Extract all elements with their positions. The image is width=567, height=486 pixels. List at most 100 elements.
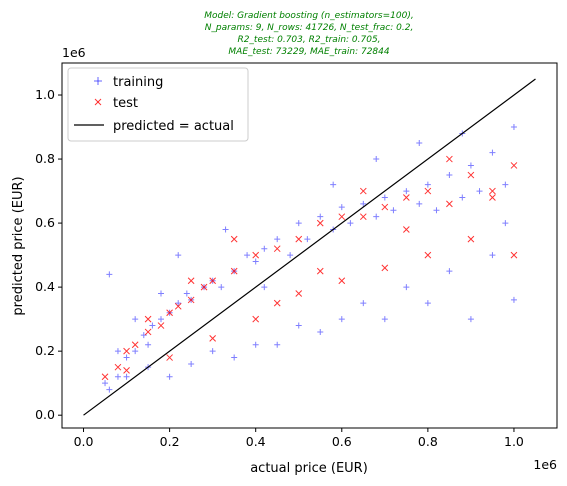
point-training [261,284,268,291]
point-test [316,219,324,227]
point-training [338,204,345,211]
point-training [360,300,367,307]
point-training [489,149,496,156]
point-training [175,300,182,307]
point-training [403,284,410,291]
x-tick-label: 1.0 [504,434,524,449]
point-test [424,187,432,195]
legend-box [67,67,249,142]
point-test [230,235,238,243]
point-test [295,290,303,297]
title-line-2: N_params: 9, N_rows: 41726, N_test_frac:… [205,23,414,33]
point-test [157,322,165,329]
point-test [166,309,173,317]
point-training [114,348,121,355]
point-training [502,220,509,227]
point-test [273,299,281,307]
y-axis-label: predicted price (EUR) [11,176,26,315]
legend-marker-training [94,77,102,85]
point-training [188,360,195,367]
y-tick-label: 0.4 [35,279,55,294]
point-training [416,140,423,147]
point-test [123,347,130,355]
series-test [101,155,518,381]
point-training [158,290,164,297]
point-training [390,207,397,214]
y-tick-label: 0.0 [35,407,55,422]
point-training [114,373,121,380]
point-training [489,252,496,259]
point-training [102,380,109,387]
point-test [489,187,496,195]
point-test [230,267,238,275]
point-training [330,181,337,188]
point-test [381,203,389,211]
y-tick-label: 0.2 [35,343,55,358]
point-training [106,271,113,278]
y-offset-text: 1e6 [62,45,86,60]
point-training [347,220,354,227]
point-training [467,316,474,323]
point-training [106,386,113,393]
point-training [403,188,410,195]
point-training [231,354,238,361]
point-test [252,251,260,259]
plot-area [61,62,558,429]
point-test [166,354,173,361]
point-test [467,171,475,179]
point-training [416,200,423,207]
point-training [274,341,281,348]
point-training [381,316,388,323]
point-training [175,252,182,259]
point-training [360,200,367,207]
legend-marker-test [94,98,102,106]
point-test [123,367,130,374]
point-training [252,341,259,348]
point-training [373,156,380,163]
series-line-predicted-equals-actual [83,78,536,416]
point-test [209,277,217,285]
point-training [433,207,440,214]
y-tick-label: 0.8 [35,151,55,166]
scatter-layer [101,124,518,393]
point-training [381,194,388,201]
y-tick-label: 0.6 [35,215,55,230]
point-training [510,124,517,131]
point-test [489,194,496,201]
point-test [273,245,281,253]
legend-label-test: test [113,96,138,111]
point-training [287,252,294,259]
point-test [510,162,518,169]
point-training [502,181,509,188]
point-training [317,328,324,335]
x-offset-text: 1e6 [533,457,557,472]
point-test [338,277,346,285]
y-tick-label: 1.0 [35,87,55,102]
point-training [218,284,225,291]
point-training [158,316,164,323]
x-tick-label: 0.8 [418,434,438,449]
point-training [261,245,268,252]
point-training [446,172,453,179]
title-line-1: Model: Gradient boosting (n_estimators=1… [204,11,413,21]
point-training [317,213,324,220]
point-training [446,268,453,275]
point-training [140,332,147,339]
point-training [274,236,281,243]
point-test [209,334,217,342]
point-test [446,200,453,208]
point-test [101,373,109,381]
x-tick-label: 0.6 [332,434,352,449]
point-training [424,300,431,307]
point-training [295,322,302,329]
point-training [145,341,152,348]
point-training [304,236,311,243]
point-training [467,162,474,169]
y-axis: 0.0 0.2 0.4 0.6 0.8 1.0 [35,87,62,422]
point-training [123,373,130,380]
point-test [359,187,367,195]
point-test [402,226,410,233]
point-training [166,373,173,380]
point-training [424,181,431,188]
